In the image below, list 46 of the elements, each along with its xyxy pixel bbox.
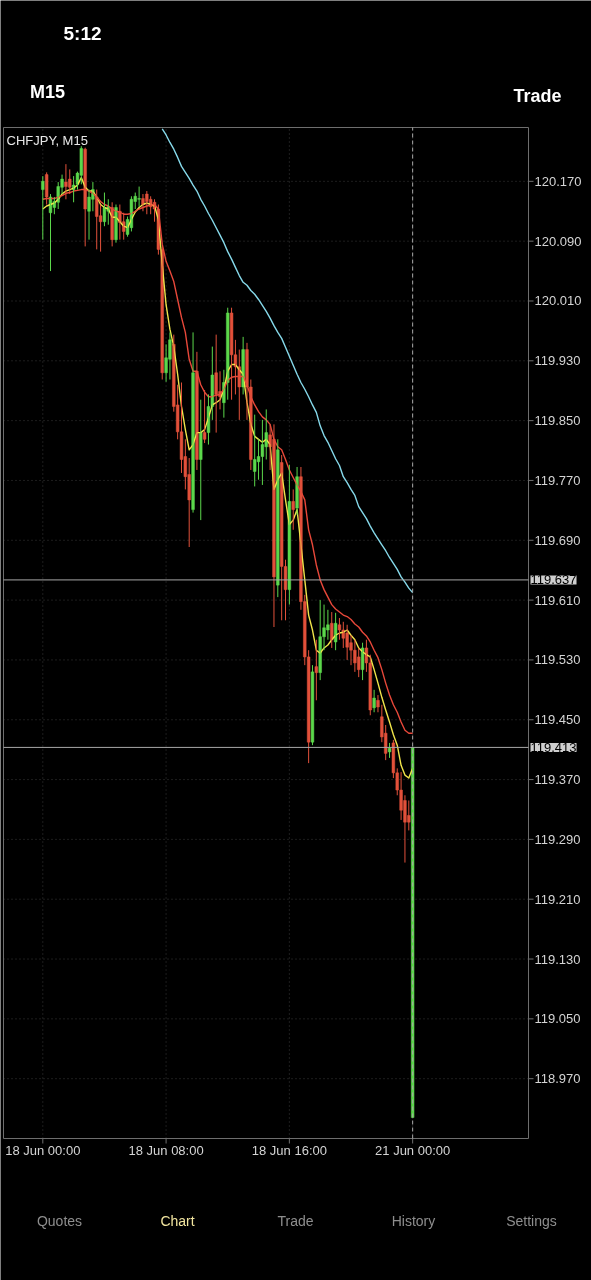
y-tick-label: 119.770 xyxy=(534,472,581,488)
candlestick xyxy=(310,664,315,746)
x-tick-label: 18 Jun 00:00 xyxy=(5,1142,81,1158)
y-tick-label: 119.610 xyxy=(534,592,581,608)
y-tick-label: 119.850 xyxy=(534,413,581,429)
y-tick-label: 119.290 xyxy=(534,831,581,847)
candlestick xyxy=(260,419,265,486)
chart-title: CHFJPY, M15 xyxy=(6,132,88,148)
y-tick-label: 120.170 xyxy=(534,173,582,189)
candlestick xyxy=(253,414,257,487)
y-tick-label: 119.690 xyxy=(534,532,581,548)
y-tick-label: 120.010 xyxy=(534,293,582,309)
text: Chart xyxy=(160,1212,195,1229)
ref-line-label: 119.637 xyxy=(530,572,577,588)
text: 5:12 xyxy=(63,23,102,44)
candlestick xyxy=(214,334,218,434)
candlestick xyxy=(314,639,318,701)
y-tick-label: 118.970 xyxy=(534,1071,581,1087)
x-tick-label: 21 Jun 00:00 xyxy=(375,1142,451,1158)
y-tick-label: 120.090 xyxy=(534,233,582,249)
candlestick xyxy=(229,307,234,401)
text: Settings xyxy=(506,1212,557,1229)
text: History xyxy=(391,1212,436,1229)
candlestick xyxy=(291,488,295,531)
candlestick xyxy=(337,617,342,641)
candlestick xyxy=(41,175,45,241)
text: Trade xyxy=(277,1212,314,1229)
y-tick-label: 119.930 xyxy=(534,353,581,369)
text: M15 xyxy=(29,81,66,102)
y-tick-label: 119.370 xyxy=(534,772,581,788)
candlestick xyxy=(345,624,349,661)
y-tick-label: 119.530 xyxy=(534,652,581,668)
y-tick-label: 119.210 xyxy=(534,891,581,907)
candlestick xyxy=(137,186,141,208)
ref-line-label: 119.413 xyxy=(530,739,577,755)
y-tick-label: 119.050 xyxy=(534,1011,581,1027)
line-series xyxy=(161,128,414,594)
candlestick xyxy=(387,742,392,759)
text: Trade xyxy=(513,85,562,106)
candlestick xyxy=(48,193,53,272)
text: Quotes xyxy=(36,1212,83,1229)
y-tick-label: 119.130 xyxy=(534,951,581,967)
x-tick-label: 18 Jun 08:00 xyxy=(128,1142,204,1158)
y-tick-label: 119.450 xyxy=(534,712,581,728)
candlestick xyxy=(199,399,203,521)
x-tick-label: 18 Jun 16:00 xyxy=(251,1142,327,1158)
